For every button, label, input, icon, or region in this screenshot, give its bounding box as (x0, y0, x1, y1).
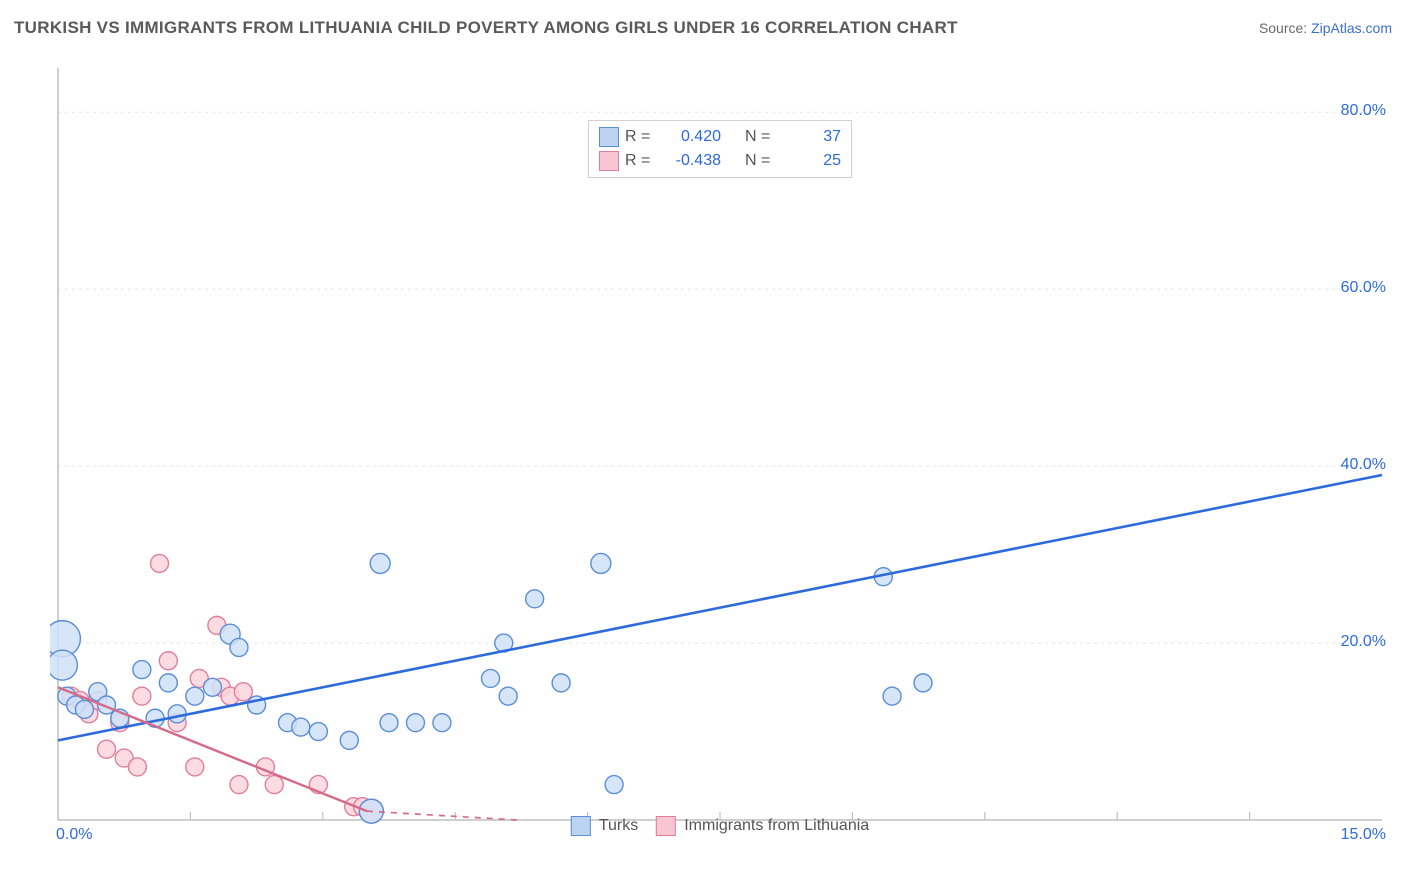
data-point-turks (309, 723, 327, 741)
n-value: 25 (781, 152, 841, 170)
data-point-turks (883, 687, 901, 705)
data-point-lithuania (98, 740, 116, 758)
data-point-turks (433, 714, 451, 732)
page-title: TURKISH VS IMMIGRANTS FROM LITHUANIA CHI… (14, 18, 958, 38)
correlation-stats-box: R = 0.420 N = 37 R = -0.438 N = 25 (588, 120, 852, 178)
stats-row-lithuania: R = -0.438 N = 25 (599, 149, 841, 173)
data-point-turks (230, 638, 248, 656)
r-value: -0.438 (661, 152, 721, 170)
data-point-lithuania (265, 776, 283, 794)
data-point-turks (75, 700, 93, 718)
data-point-lithuania (230, 776, 248, 794)
data-point-turks (552, 674, 570, 692)
r-label: R = (625, 128, 655, 146)
swatch-icon (599, 127, 619, 147)
data-point-turks (203, 678, 221, 696)
legend-item-lithuania: Immigrants from Lithuania (656, 816, 869, 836)
data-point-turks (370, 553, 390, 573)
data-point-turks (605, 776, 623, 794)
data-point-turks (914, 674, 932, 692)
data-point-turks (499, 687, 517, 705)
n-value: 37 (781, 128, 841, 146)
data-point-turks (159, 674, 177, 692)
legend-item-turks: Turks (571, 816, 638, 836)
x-tick-label: 15.0% (1341, 826, 1386, 844)
swatch-icon (599, 151, 619, 171)
data-point-turks (526, 590, 544, 608)
data-point-turks (133, 661, 151, 679)
data-point-turks (292, 718, 310, 736)
legend-label: Immigrants from Lithuania (684, 817, 869, 835)
data-point-turks (591, 553, 611, 573)
data-point-lithuania (186, 758, 204, 776)
stats-row-turks: R = 0.420 N = 37 (599, 125, 841, 149)
data-point-turks (340, 731, 358, 749)
legend: Turks Immigrants from Lithuania (571, 816, 869, 836)
n-label: N = (745, 152, 775, 170)
chart-container: Child Poverty Among Girls Under 16 ZIPat… (50, 60, 1390, 840)
data-point-turks (50, 650, 77, 680)
y-tick-label: 80.0% (1341, 102, 1386, 120)
n-label: N = (745, 128, 775, 146)
data-point-turks (406, 714, 424, 732)
data-point-lithuania (133, 687, 151, 705)
source-attribution: Source: ZipAtlas.com (1259, 20, 1392, 36)
x-tick-label: 0.0% (56, 826, 92, 844)
header: TURKISH VS IMMIGRANTS FROM LITHUANIA CHI… (14, 18, 1392, 38)
data-point-lithuania (128, 758, 146, 776)
r-value: 0.420 (661, 128, 721, 146)
swatch-icon (656, 816, 676, 836)
data-point-turks (168, 705, 186, 723)
y-tick-label: 20.0% (1341, 633, 1386, 651)
data-point-turks (482, 669, 500, 687)
data-point-lithuania (234, 683, 252, 701)
data-point-turks (186, 687, 204, 705)
data-point-lithuania (159, 652, 177, 670)
source-link[interactable]: ZipAtlas.com (1311, 20, 1392, 36)
y-tick-label: 40.0% (1341, 456, 1386, 474)
r-label: R = (625, 152, 655, 170)
source-label: Source: (1259, 20, 1307, 36)
data-point-turks (380, 714, 398, 732)
swatch-icon (571, 816, 591, 836)
legend-label: Turks (599, 817, 638, 835)
y-tick-label: 60.0% (1341, 279, 1386, 297)
data-point-lithuania (151, 554, 169, 572)
